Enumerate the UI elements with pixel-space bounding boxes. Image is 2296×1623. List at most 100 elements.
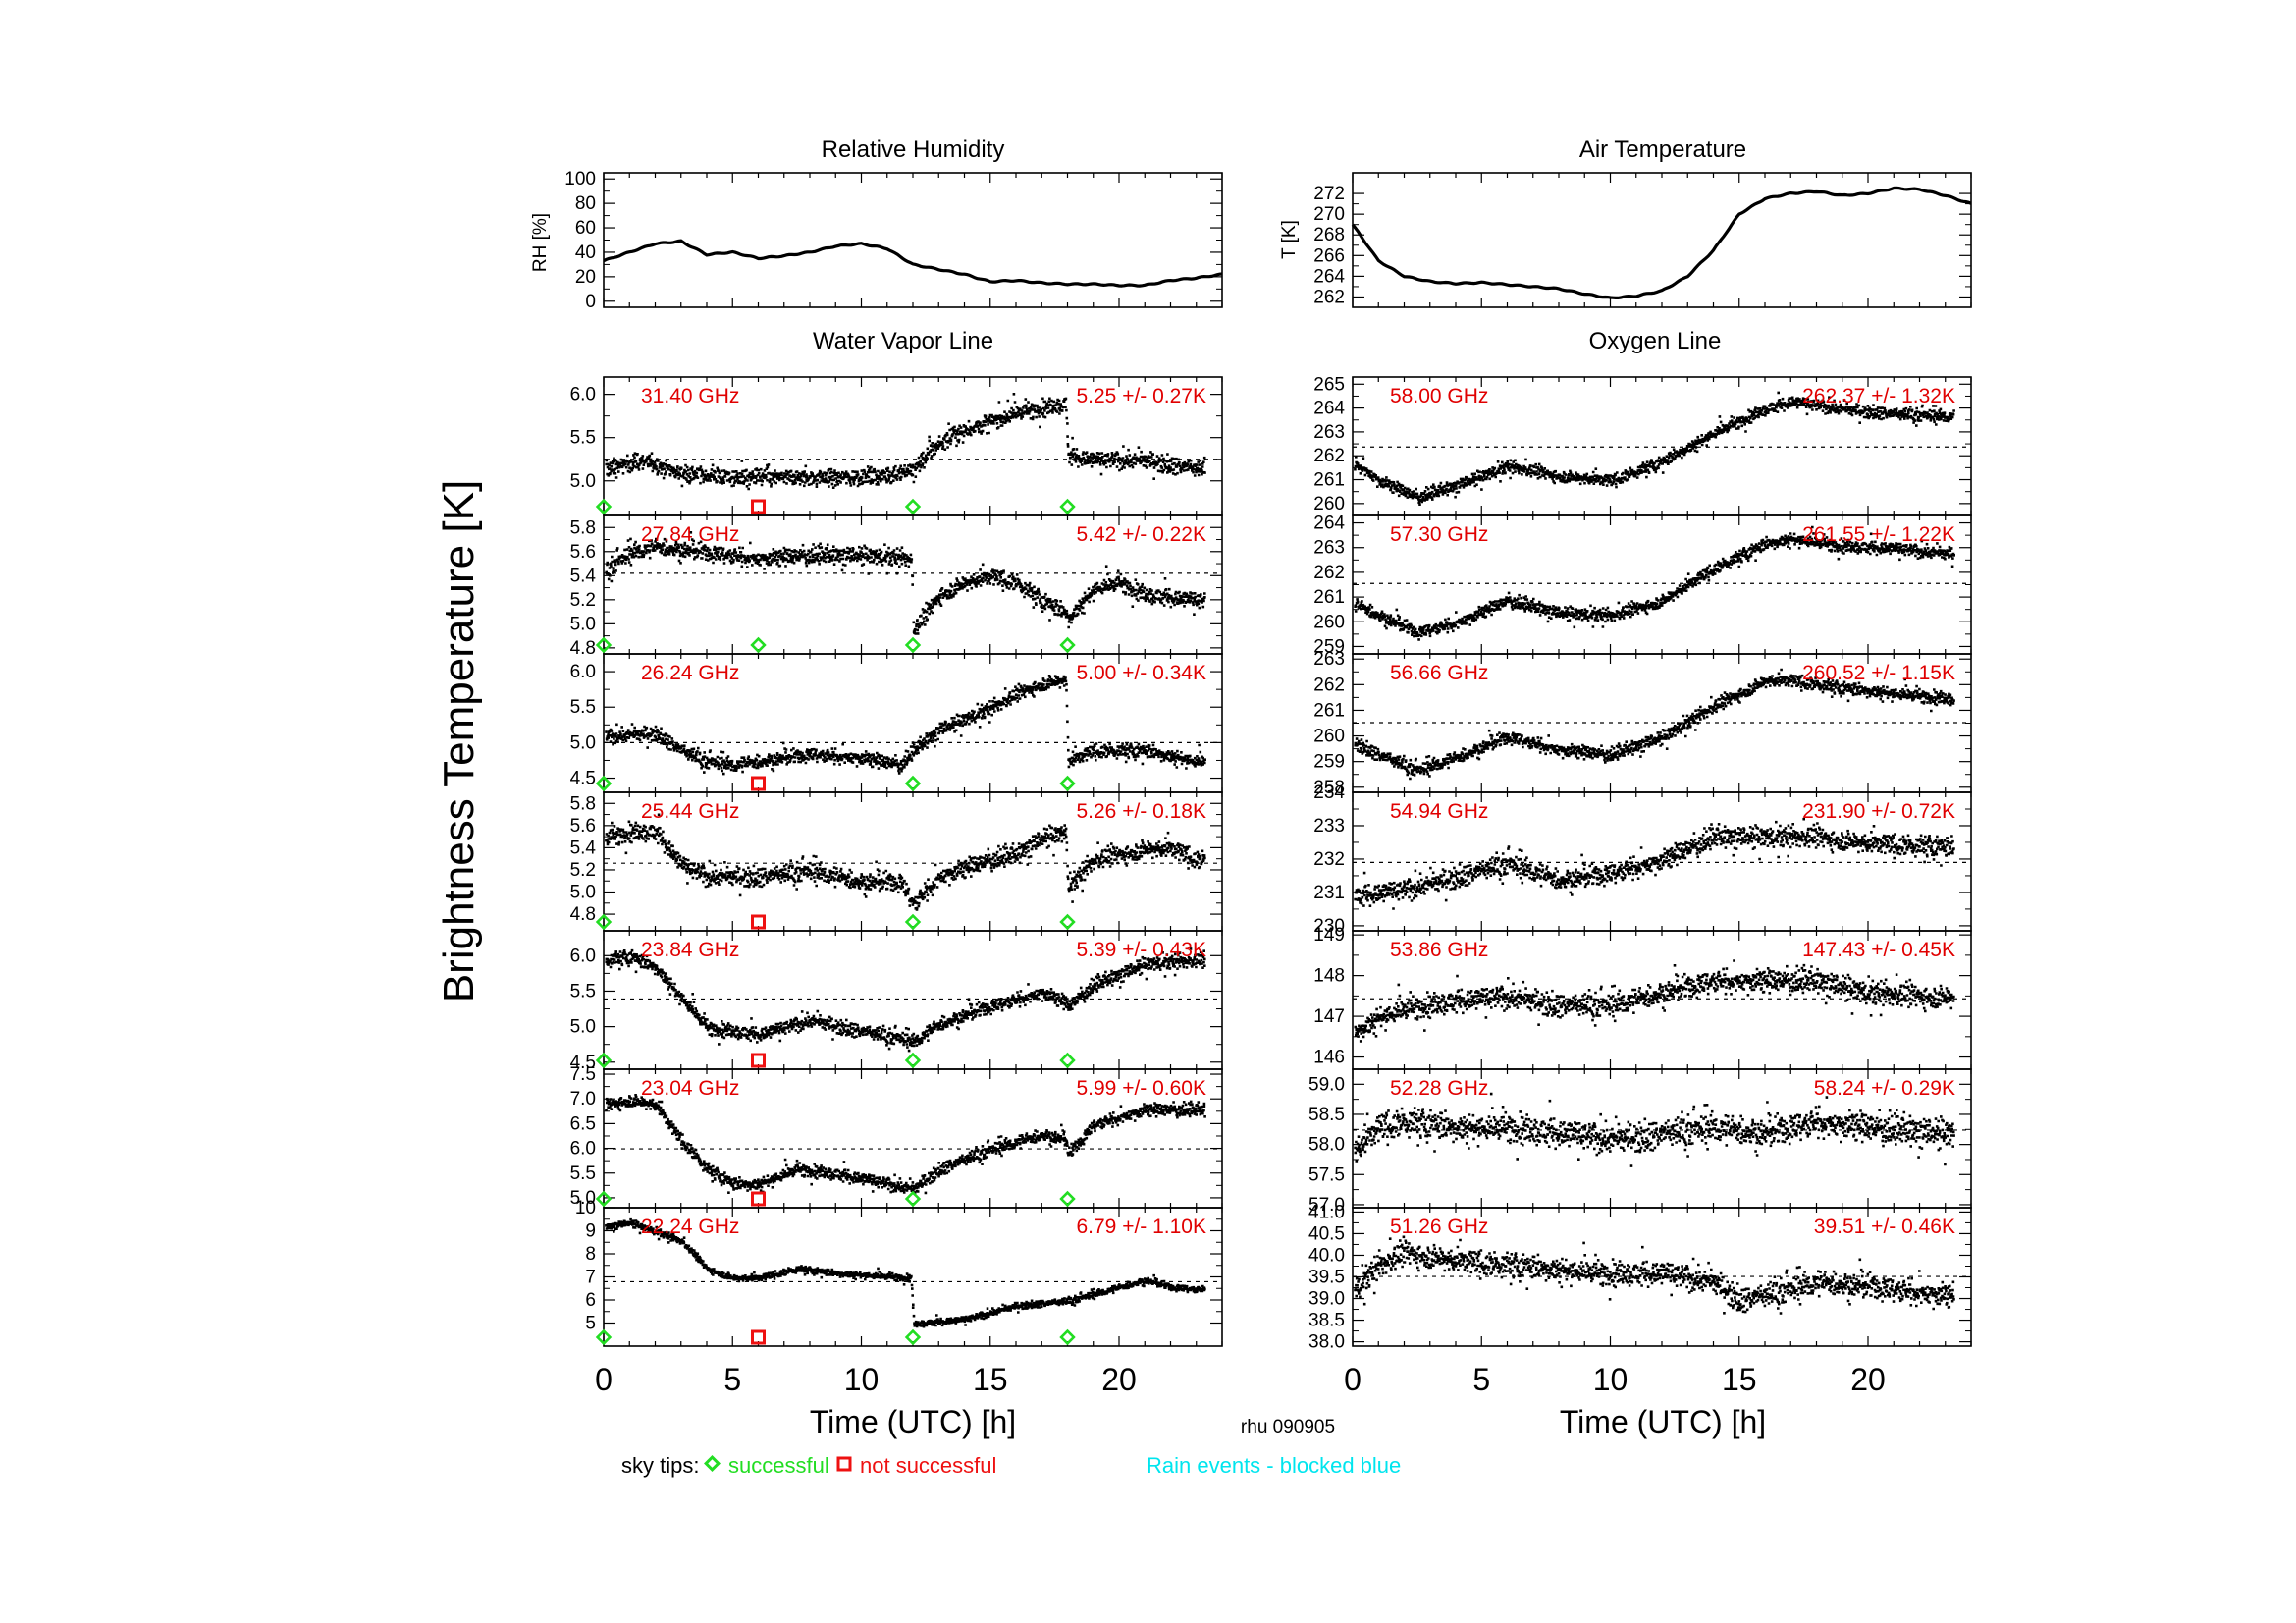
t-line	[1351, 186, 1972, 299]
wv5-ytick: 5.0	[570, 1017, 596, 1038]
wv5-tip-failed-icon	[751, 1053, 766, 1068]
rain-events-label: Rain events - blocked blue	[1147, 1453, 1401, 1478]
ox2-ytick: 259	[1313, 636, 1345, 657]
ox5-ytick: 148	[1313, 966, 1345, 987]
ox2-points	[1354, 525, 1955, 641]
wv2-ytick: 5.4	[570, 566, 597, 586]
x-axis-label-left: Time (UTC) [h]	[810, 1404, 1016, 1439]
wv6-tip-successful-icon	[595, 1190, 613, 1208]
ox1-freq-label: 58.00 GHz	[1390, 385, 1488, 407]
ox3-ytick: 262	[1313, 675, 1345, 695]
rh-ytick: 40	[575, 243, 596, 263]
wv2-ytick: 4.8	[570, 638, 596, 659]
wv7-ytick: 8	[585, 1244, 596, 1265]
ox7-ytick: 38.5	[1308, 1311, 1345, 1331]
ox3-points	[1354, 668, 1955, 781]
ox7-xtick: 10	[1593, 1362, 1629, 1397]
t-ytick: 268	[1313, 225, 1345, 245]
ox1-ytick: 265	[1313, 374, 1345, 395]
wv6-tip-successful-icon	[904, 1190, 922, 1208]
wv5-stat-label: 5.39 +/- 0.43K	[1076, 939, 1206, 961]
t-ytick: 266	[1313, 245, 1345, 266]
wv7-ytick: 6	[585, 1290, 596, 1311]
ox6-ytick: 59.0	[1308, 1074, 1345, 1095]
wv6-ytick: 5.5	[570, 1163, 596, 1184]
wv4-tip-successful-icon	[1059, 913, 1076, 931]
ox5-ytick: 147	[1313, 1006, 1345, 1027]
ox7-ytick: 41.0	[1308, 1202, 1345, 1222]
wv3-points	[605, 675, 1206, 776]
ox7-xtick: 20	[1850, 1362, 1886, 1397]
t-ytick: 264	[1313, 266, 1345, 287]
wv1-stat-label: 5.25 +/- 0.27K	[1076, 385, 1206, 407]
rh-line	[603, 239, 1223, 288]
ox1-panel: 260 261 262 263 264 265 58.00 GHz 262.37 +/- 1.…	[1313, 374, 1972, 516]
wv3-tip-successful-icon	[904, 775, 922, 792]
ox6-stat-label: 58.24 +/- 0.29K	[1814, 1077, 1955, 1100]
wv5-ytick: 4.5	[570, 1053, 596, 1073]
wv7-tip-successful-icon	[1059, 1328, 1076, 1346]
wv4-ytick: 5.2	[570, 860, 596, 881]
wv5-tip-successful-icon	[1059, 1052, 1076, 1069]
wv4-panel: 4.85.05.25.45.65.8 25.44 GHz 5.26 +/- 0.18…	[570, 791, 1223, 932]
ox2-ytick: 260	[1313, 612, 1345, 632]
ox2-ytick: 262	[1313, 563, 1345, 583]
wv7-stat-label: 6.79 +/- 1.10K	[1076, 1216, 1206, 1238]
wv7-xtick: 10	[844, 1362, 880, 1397]
wv7-tip-successful-icon	[904, 1328, 922, 1346]
ox1-ytick: 260	[1313, 494, 1345, 514]
ox7-panel: 38.038.539.039.540.040.541.0 0 5 10 15 20 51.2…	[1308, 1202, 1972, 1397]
rh-ytick: 100	[564, 169, 596, 189]
ox7-ytick: 38.0	[1308, 1332, 1345, 1353]
ox2-ytick: 263	[1313, 538, 1345, 559]
wv1-ytick: 5.0	[570, 471, 596, 492]
ox2-ytick: 264	[1313, 514, 1345, 534]
wv7-ytick: 10	[575, 1198, 596, 1218]
t-frame	[1352, 172, 1972, 308]
successful-marker-icon	[704, 1455, 721, 1472]
wv3-ytick: 5.5	[570, 697, 596, 718]
ox1-points	[1354, 391, 1955, 506]
wv6-ytick: 6.5	[570, 1113, 596, 1134]
rh-ytick: 60	[575, 218, 596, 239]
wv4-tip-successful-icon	[904, 913, 922, 931]
wv3-tip-successful-icon	[1059, 775, 1076, 792]
wv4-ytick: 5.6	[570, 816, 596, 837]
wv5-freq-label: 23.84 GHz	[641, 939, 739, 961]
wv6-tip-successful-icon	[1059, 1190, 1076, 1208]
ox2-freq-label: 57.30 GHz	[1390, 523, 1488, 546]
ox7-freq-label: 51.26 GHz	[1390, 1216, 1488, 1238]
wv5-points	[605, 947, 1206, 1053]
wv7-ytick: 7	[585, 1268, 596, 1288]
wv5-ytick: 6.0	[570, 946, 596, 966]
ox3-ytick: 261	[1313, 700, 1345, 721]
wv6-ytick: 7.0	[570, 1089, 596, 1109]
wv6-panel: 5.0 5.5 6.0 6.5 7.0 7.5 23.04 GHz 5.99 +/- 0.60…	[570, 1064, 1223, 1209]
brightness-temperature-label: Brightness Temperature [K]	[435, 480, 483, 1002]
wv2-ytick: 5.8	[570, 517, 596, 538]
wv3-tip-successful-icon	[595, 775, 613, 792]
wv2-ytick: 5.0	[570, 614, 596, 634]
wv3-stat-label: 5.00 +/- 0.34K	[1076, 662, 1206, 684]
rh-ytick: 0	[585, 292, 596, 312]
wv6-ytick: 5.0	[570, 1188, 596, 1209]
ox7-ytick: 40.0	[1308, 1245, 1345, 1266]
ox4-ytick: 234	[1313, 783, 1345, 803]
ox7-stat-label: 39.51 +/- 0.46K	[1814, 1216, 1955, 1238]
wv1-panel: 5.0 5.5 6.0 31.40 GHz 5.25 +/- 0.27K	[570, 376, 1223, 516]
wv5-panel: 4.5 5.0 5.5 6.0 23.84 GHz 5.39 +/- 0.43K	[570, 930, 1223, 1073]
ox4-ytick: 233	[1313, 816, 1345, 837]
ox2-ytick: 261	[1313, 587, 1345, 608]
wv5-tip-successful-icon	[904, 1052, 922, 1069]
wv5-ytick: 5.5	[570, 981, 596, 1001]
sky-tips-label: sky tips:	[621, 1453, 699, 1478]
wv3-tip-failed-icon	[751, 776, 766, 791]
wv7-ytick: 9	[585, 1221, 596, 1242]
wv2-tip-successful-icon	[750, 636, 767, 654]
ox4-ytick: 232	[1313, 849, 1345, 870]
ox3-ytick: 263	[1313, 649, 1345, 670]
wv3-panel: 4.5 5.0 5.5 6.0 26.24 GHz 5.00 +/- 0.34K	[570, 653, 1223, 793]
wv1-freq-label: 31.40 GHz	[641, 385, 739, 407]
rh-title: Relative Humidity	[822, 136, 1005, 163]
